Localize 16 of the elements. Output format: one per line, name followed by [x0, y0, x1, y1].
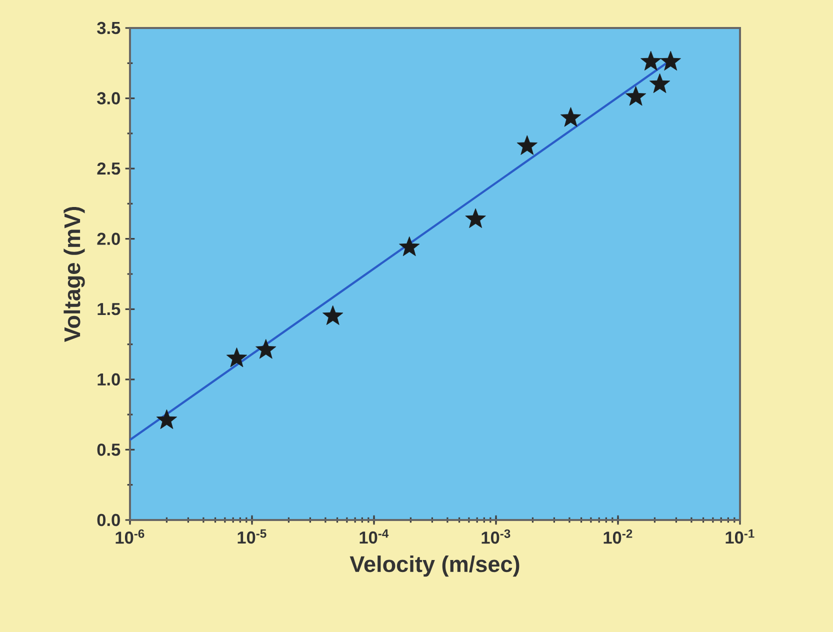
y-tick-label: 0.5 [97, 444, 120, 456]
x-tick-label: 10$^{-4}$ [360, 529, 389, 544]
y-tick-label: 1.5 [98, 303, 120, 316]
y-tick-label: 2.0 [97, 232, 120, 245]
y-axis-title: Voltage (mV) [64, 206, 85, 342]
y-tick-label: 3.5 [97, 22, 120, 34]
x-tick-label: 10$^{-2}$ [604, 529, 632, 544]
y-tick-label: 1.0 [98, 373, 120, 386]
y-tick-label: 3.0 [97, 92, 120, 104]
x-axis-title: Velocity (m/sec) [350, 556, 520, 577]
x-tick-label: 10$^{-6}$ [116, 529, 144, 544]
x-tick-label: 10$^{-3}$ [482, 529, 510, 544]
x-tick-label: 10$^{-5}$ [238, 529, 266, 544]
y-tick-label: 0.0 [97, 514, 120, 526]
x-tick-label: 10$^{-1}$ [726, 529, 754, 544]
y-tick-label: 2.5 [97, 162, 120, 175]
